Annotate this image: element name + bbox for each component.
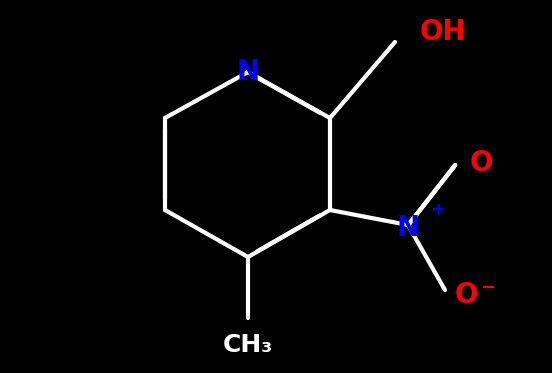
Text: O: O (455, 281, 479, 309)
Text: N: N (396, 214, 420, 242)
Text: O: O (470, 149, 493, 177)
Text: −: − (480, 279, 496, 297)
Text: N: N (236, 58, 259, 86)
Text: +: + (431, 201, 445, 219)
Text: OH: OH (420, 18, 466, 46)
Text: CH₃: CH₃ (223, 333, 273, 357)
